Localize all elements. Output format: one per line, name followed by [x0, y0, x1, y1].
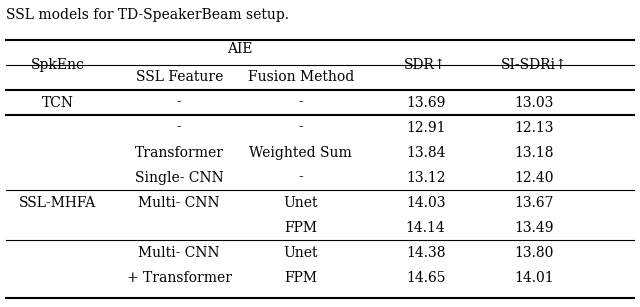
Text: SpkEnc: SpkEnc	[31, 58, 84, 72]
Text: 12.40: 12.40	[515, 171, 554, 185]
Text: Single- CNN: Single- CNN	[135, 171, 223, 185]
Text: -: -	[298, 171, 303, 185]
Text: Fusion Method: Fusion Method	[248, 71, 354, 84]
Text: FPM: FPM	[284, 221, 317, 235]
Text: 13.84: 13.84	[406, 146, 445, 160]
Text: SSL models for TD-SpeakerBeam setup.: SSL models for TD-SpeakerBeam setup.	[6, 8, 289, 22]
Text: -: -	[298, 95, 303, 110]
Text: Multi- CNN: Multi- CNN	[138, 246, 220, 260]
Text: 13.69: 13.69	[406, 95, 445, 110]
Text: TCN: TCN	[42, 95, 74, 110]
Text: 14.03: 14.03	[406, 196, 445, 210]
Text: -: -	[298, 121, 303, 134]
Text: 14.65: 14.65	[406, 271, 445, 285]
Text: 13.12: 13.12	[406, 171, 445, 185]
Text: AIE: AIE	[227, 42, 253, 56]
Text: SDR↑: SDR↑	[404, 58, 447, 72]
Text: + Transformer: + Transformer	[127, 271, 232, 285]
Text: SSL Feature: SSL Feature	[136, 71, 223, 84]
Text: Unet: Unet	[284, 246, 318, 260]
Text: 14.38: 14.38	[406, 246, 445, 260]
Text: 14.01: 14.01	[515, 271, 554, 285]
Text: Unet: Unet	[284, 196, 318, 210]
Text: 13.49: 13.49	[515, 221, 554, 235]
Text: Multi- CNN: Multi- CNN	[138, 196, 220, 210]
Text: 13.03: 13.03	[515, 95, 554, 110]
Text: -: -	[177, 95, 182, 110]
Text: FPM: FPM	[284, 271, 317, 285]
Text: 13.18: 13.18	[515, 146, 554, 160]
Text: 13.80: 13.80	[515, 246, 554, 260]
Text: SI-SDRi↑: SI-SDRi↑	[501, 58, 568, 72]
Text: 14.14: 14.14	[406, 221, 445, 235]
Text: Transformer: Transformer	[134, 146, 224, 160]
Text: 12.13: 12.13	[515, 121, 554, 134]
Text: SSL-MHFA: SSL-MHFA	[19, 196, 96, 210]
Text: Weighted Sum: Weighted Sum	[250, 146, 352, 160]
Text: -: -	[177, 121, 182, 134]
Text: 13.67: 13.67	[515, 196, 554, 210]
Text: 12.91: 12.91	[406, 121, 445, 134]
